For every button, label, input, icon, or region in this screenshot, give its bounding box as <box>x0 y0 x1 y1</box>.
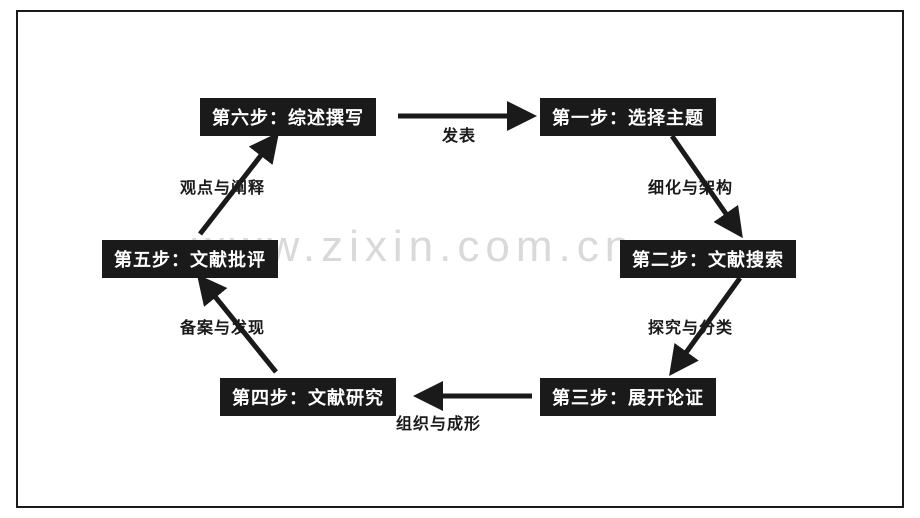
edge-label-step2-step3: 探究与分类 <box>648 314 733 338</box>
edge-label-step3-step4: 组织与成形 <box>396 410 481 434</box>
node-step2: 第二步：文献搜索 <box>620 240 796 278</box>
node-step1: 第一步：选择主题 <box>540 98 716 136</box>
edge-label-step1-step2: 细化与架构 <box>648 174 733 198</box>
node-step6: 第六步：综述撰写 <box>200 98 376 136</box>
node-step5: 第五步：文献批评 <box>102 240 278 278</box>
edge-label-step4-step5: 备案与发现 <box>180 314 265 338</box>
node-step4: 第四步：文献研究 <box>220 378 396 416</box>
edge-label-step5-step6: 观点与阐释 <box>180 174 265 198</box>
edge-label-step6-step1: 发表 <box>442 122 476 146</box>
node-step3: 第三步：展开论证 <box>540 378 716 416</box>
